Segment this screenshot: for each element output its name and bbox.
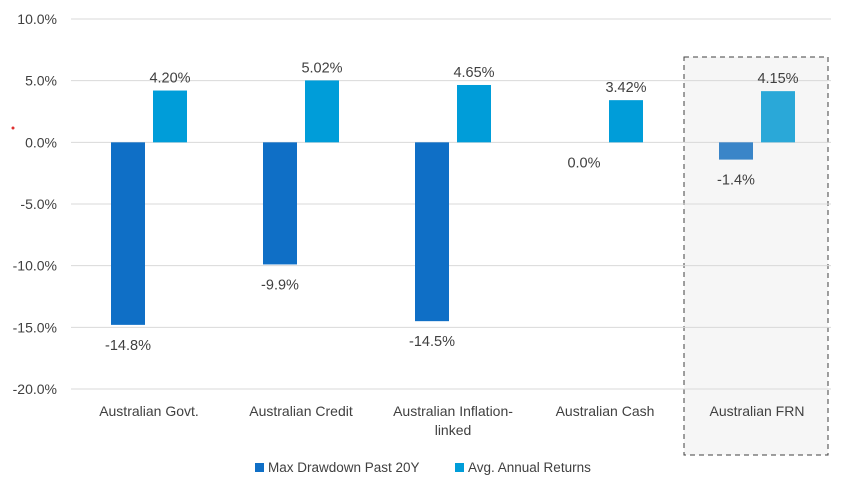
data-label: 5.02%	[301, 60, 342, 76]
category-label: Australian Credit	[249, 403, 353, 419]
bar-avg-annual-returns	[609, 100, 643, 143]
bar-avg-annual-returns	[153, 90, 187, 143]
legend-label: Max Drawdown Past 20Y	[268, 460, 420, 475]
data-label: -9.9%	[261, 277, 299, 293]
data-label: 4.65%	[453, 65, 494, 81]
category-label: linked	[435, 422, 472, 438]
category-label: Australian Govt.	[99, 403, 199, 419]
data-label: -1.4%	[717, 173, 755, 189]
data-label: 3.42%	[605, 80, 646, 96]
data-label: 4.20%	[149, 71, 190, 87]
y-tick-label: 5.0%	[25, 73, 57, 89]
y-tick-label: -10.0%	[13, 258, 57, 274]
bar-avg-annual-returns	[761, 91, 795, 143]
data-label: 4.15%	[757, 71, 798, 87]
legend-label: Avg. Annual Returns	[468, 460, 591, 475]
data-label: -14.5%	[409, 334, 455, 350]
bar-avg-annual-returns	[305, 80, 339, 143]
data-label: -14.8%	[105, 338, 151, 354]
bar-max-drawdown	[111, 142, 145, 325]
y-tick-label: 10.0%	[17, 11, 57, 27]
category-label: Australian Inflation-	[393, 403, 513, 419]
bar-max-drawdown	[263, 142, 297, 265]
bar-max-drawdown	[415, 142, 449, 322]
legend-swatch	[255, 463, 264, 472]
y-tick-label: -20.0%	[13, 381, 57, 397]
category-label: Australian FRN	[710, 403, 805, 419]
marker-dot	[11, 126, 15, 130]
highlight-box	[683, 56, 829, 456]
data-label: 0.0%	[567, 155, 600, 171]
bar-max-drawdown	[719, 142, 753, 160]
category-label: Australian Cash	[556, 403, 655, 419]
y-tick-label: -15.0%	[13, 319, 57, 335]
y-tick-label: 0.0%	[25, 134, 57, 150]
legend-swatch	[455, 463, 464, 472]
y-tick-label: -5.0%	[20, 196, 57, 212]
bar-avg-annual-returns	[457, 84, 491, 143]
